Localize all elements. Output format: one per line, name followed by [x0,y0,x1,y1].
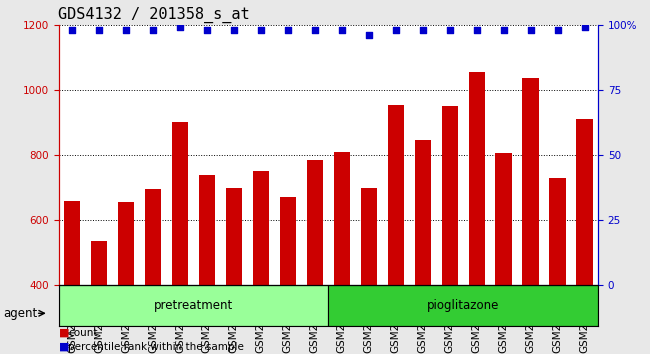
Text: count: count [68,328,98,338]
Text: pretreatment: pretreatment [154,299,233,312]
Point [417,27,428,33]
Bar [333,152,350,354]
Point [525,27,536,33]
Bar [172,122,188,354]
Bar [549,178,566,354]
Point [499,27,509,33]
Bar [64,201,80,354]
Bar [387,104,404,354]
Text: percentile rank within the sample: percentile rank within the sample [68,342,244,352]
Bar [91,241,107,354]
Bar [361,188,377,354]
Point [121,27,131,33]
Point [255,27,266,33]
Point [148,27,158,33]
Bar [118,202,134,354]
Point [309,27,320,33]
Point [202,27,212,33]
Bar [145,189,161,354]
Point [471,27,482,33]
Bar [58,285,328,326]
Text: ■: ■ [58,328,69,338]
Point [67,27,77,33]
Bar [469,72,485,354]
Point [94,27,104,33]
Point [579,24,590,30]
Bar [577,119,593,354]
Bar [280,197,296,354]
Point [337,27,347,33]
Point [283,27,293,33]
Point [391,27,401,33]
Bar [307,160,323,354]
Text: ■: ■ [58,342,69,352]
Bar [441,106,458,354]
Text: agent: agent [3,307,38,320]
Bar [226,188,242,354]
Bar [495,153,512,354]
Point [175,24,185,30]
Text: GDS4132 / 201358_s_at: GDS4132 / 201358_s_at [58,7,250,23]
Point [552,27,563,33]
Bar [328,285,598,326]
Bar [253,171,269,354]
Text: pioglitazone: pioglitazone [427,299,499,312]
Point [229,27,239,33]
Bar [523,79,539,354]
Point [363,32,374,38]
Bar [199,175,215,354]
Point [445,27,455,33]
Bar [415,140,431,354]
